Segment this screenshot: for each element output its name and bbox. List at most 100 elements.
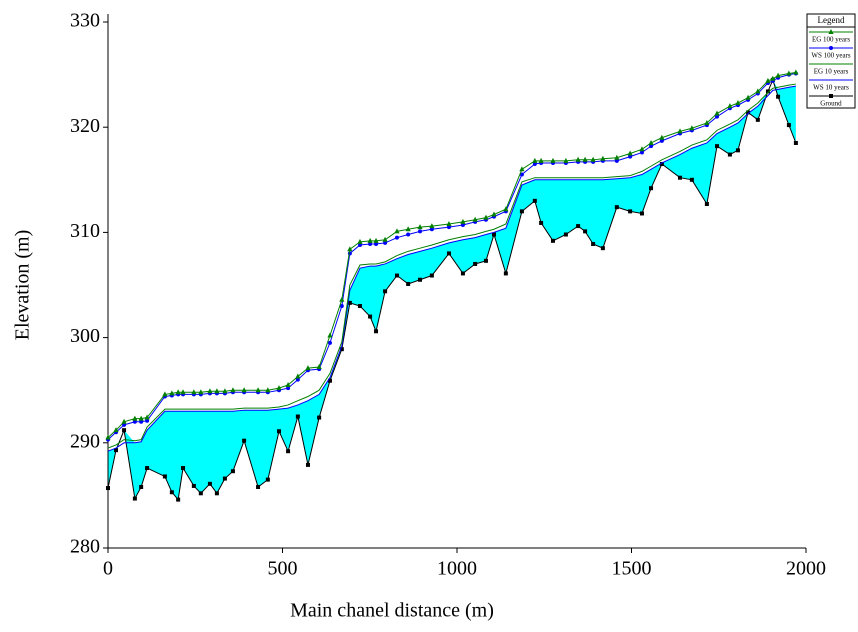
marker bbox=[169, 490, 174, 495]
marker bbox=[367, 237, 373, 243]
marker bbox=[538, 157, 544, 163]
marker bbox=[460, 218, 466, 224]
marker bbox=[473, 261, 478, 266]
legend-marker bbox=[829, 46, 833, 50]
marker bbox=[317, 415, 322, 420]
marker bbox=[649, 186, 654, 191]
marker bbox=[406, 281, 411, 286]
marker bbox=[357, 238, 363, 244]
marker bbox=[704, 119, 710, 125]
marker bbox=[689, 177, 694, 182]
series-line bbox=[107, 83, 796, 449]
legend-marker bbox=[829, 94, 833, 98]
marker bbox=[295, 414, 300, 419]
marker bbox=[503, 271, 508, 276]
x-tick-label: 500 bbox=[268, 558, 298, 580]
marker bbox=[575, 156, 581, 162]
marker bbox=[576, 224, 581, 229]
marker bbox=[327, 378, 332, 383]
marker bbox=[406, 232, 411, 237]
marker bbox=[175, 389, 181, 395]
water-fill bbox=[108, 79, 796, 500]
marker bbox=[582, 156, 588, 162]
marker bbox=[295, 373, 301, 379]
marker bbox=[169, 390, 175, 396]
marker bbox=[357, 304, 362, 309]
marker bbox=[639, 211, 644, 216]
series-line bbox=[107, 85, 796, 452]
marker bbox=[191, 483, 196, 488]
marker bbox=[327, 332, 333, 338]
marker bbox=[132, 496, 137, 501]
marker bbox=[503, 206, 509, 212]
marker bbox=[383, 289, 388, 294]
marker bbox=[373, 237, 379, 243]
marker bbox=[347, 300, 352, 305]
marker bbox=[628, 154, 633, 159]
marker bbox=[198, 491, 203, 496]
marker bbox=[339, 296, 345, 302]
marker bbox=[735, 148, 740, 153]
marker bbox=[181, 466, 186, 471]
marker bbox=[614, 205, 619, 210]
marker bbox=[519, 209, 524, 214]
marker bbox=[677, 128, 683, 134]
marker bbox=[532, 157, 538, 163]
marker bbox=[714, 110, 720, 116]
marker bbox=[394, 228, 400, 234]
marker bbox=[368, 241, 373, 246]
y-tick-label: 280 bbox=[70, 536, 100, 558]
marker bbox=[460, 223, 465, 228]
marker bbox=[214, 491, 219, 496]
marker bbox=[145, 418, 150, 423]
marker bbox=[339, 304, 344, 309]
marker bbox=[659, 162, 664, 167]
marker bbox=[460, 271, 465, 276]
marker bbox=[207, 388, 213, 394]
marker bbox=[539, 220, 544, 225]
marker bbox=[600, 155, 606, 161]
marker bbox=[727, 152, 732, 157]
marker bbox=[491, 211, 497, 217]
marker bbox=[775, 72, 781, 78]
marker bbox=[628, 209, 633, 214]
marker bbox=[222, 476, 227, 481]
series-line bbox=[107, 72, 796, 438]
marker bbox=[265, 387, 271, 393]
marker bbox=[305, 365, 311, 371]
marker bbox=[230, 469, 235, 474]
marker bbox=[305, 462, 310, 467]
marker bbox=[639, 150, 644, 155]
marker bbox=[374, 241, 379, 246]
marker bbox=[755, 117, 760, 122]
marker bbox=[491, 232, 496, 237]
legend-label: WS 10 years bbox=[813, 84, 849, 92]
x-axis-label: Main chanel distance (m) bbox=[290, 600, 494, 622]
marker bbox=[286, 449, 291, 454]
legend-box bbox=[806, 13, 856, 109]
marker bbox=[704, 201, 709, 206]
marker bbox=[776, 94, 781, 99]
marker bbox=[563, 157, 569, 163]
marker bbox=[583, 229, 588, 234]
marker bbox=[394, 235, 399, 240]
marker bbox=[241, 387, 247, 393]
marker bbox=[715, 114, 720, 119]
marker bbox=[649, 144, 654, 149]
marker bbox=[285, 381, 291, 387]
marker bbox=[368, 314, 373, 319]
marker bbox=[230, 387, 236, 393]
marker bbox=[563, 232, 568, 237]
marker bbox=[689, 125, 695, 131]
legend-marker bbox=[828, 29, 834, 34]
marker bbox=[405, 226, 411, 232]
marker bbox=[446, 251, 451, 256]
marker bbox=[735, 100, 741, 106]
marker bbox=[627, 150, 633, 156]
marker bbox=[418, 277, 423, 282]
marker bbox=[383, 240, 388, 245]
marker bbox=[765, 89, 770, 94]
marker bbox=[648, 139, 654, 145]
